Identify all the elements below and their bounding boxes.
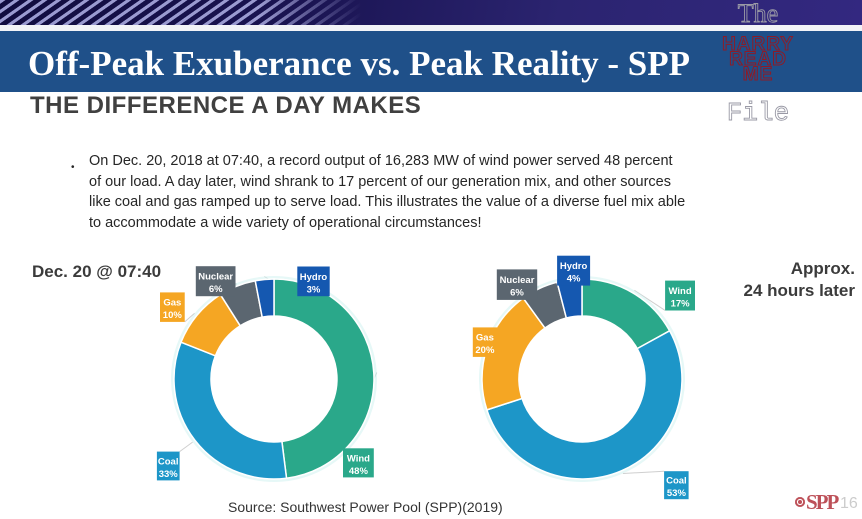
svg-text:53%: 53% (667, 488, 687, 499)
svg-text:The: The (738, 0, 778, 28)
svg-text:Coal: Coal (158, 457, 179, 468)
svg-text:File: File (727, 98, 789, 128)
svg-text:6%: 6% (209, 284, 223, 295)
svg-text:ME: ME (743, 64, 774, 85)
svg-text:Gas: Gas (163, 298, 181, 309)
svg-text:48%: 48% (349, 466, 369, 477)
svg-text:6%: 6% (510, 288, 524, 299)
svg-text:17%: 17% (671, 299, 691, 310)
svg-text:Coal: Coal (666, 476, 687, 487)
svg-text:3%: 3% (307, 284, 321, 295)
svg-text:Nuclear: Nuclear (500, 275, 535, 286)
svg-text:20%: 20% (475, 345, 495, 356)
svg-text:Hydro: Hydro (300, 272, 328, 283)
svg-text:Wind: Wind (669, 286, 692, 297)
svg-text:10%: 10% (163, 310, 183, 321)
svg-text:Gas: Gas (476, 333, 494, 344)
svg-text:Hydro: Hydro (560, 261, 588, 272)
svg-text:4%: 4% (567, 274, 581, 285)
svg-text:Nuclear: Nuclear (198, 272, 233, 283)
svg-text:33%: 33% (159, 469, 179, 480)
svg-text:Wind: Wind (347, 453, 370, 464)
